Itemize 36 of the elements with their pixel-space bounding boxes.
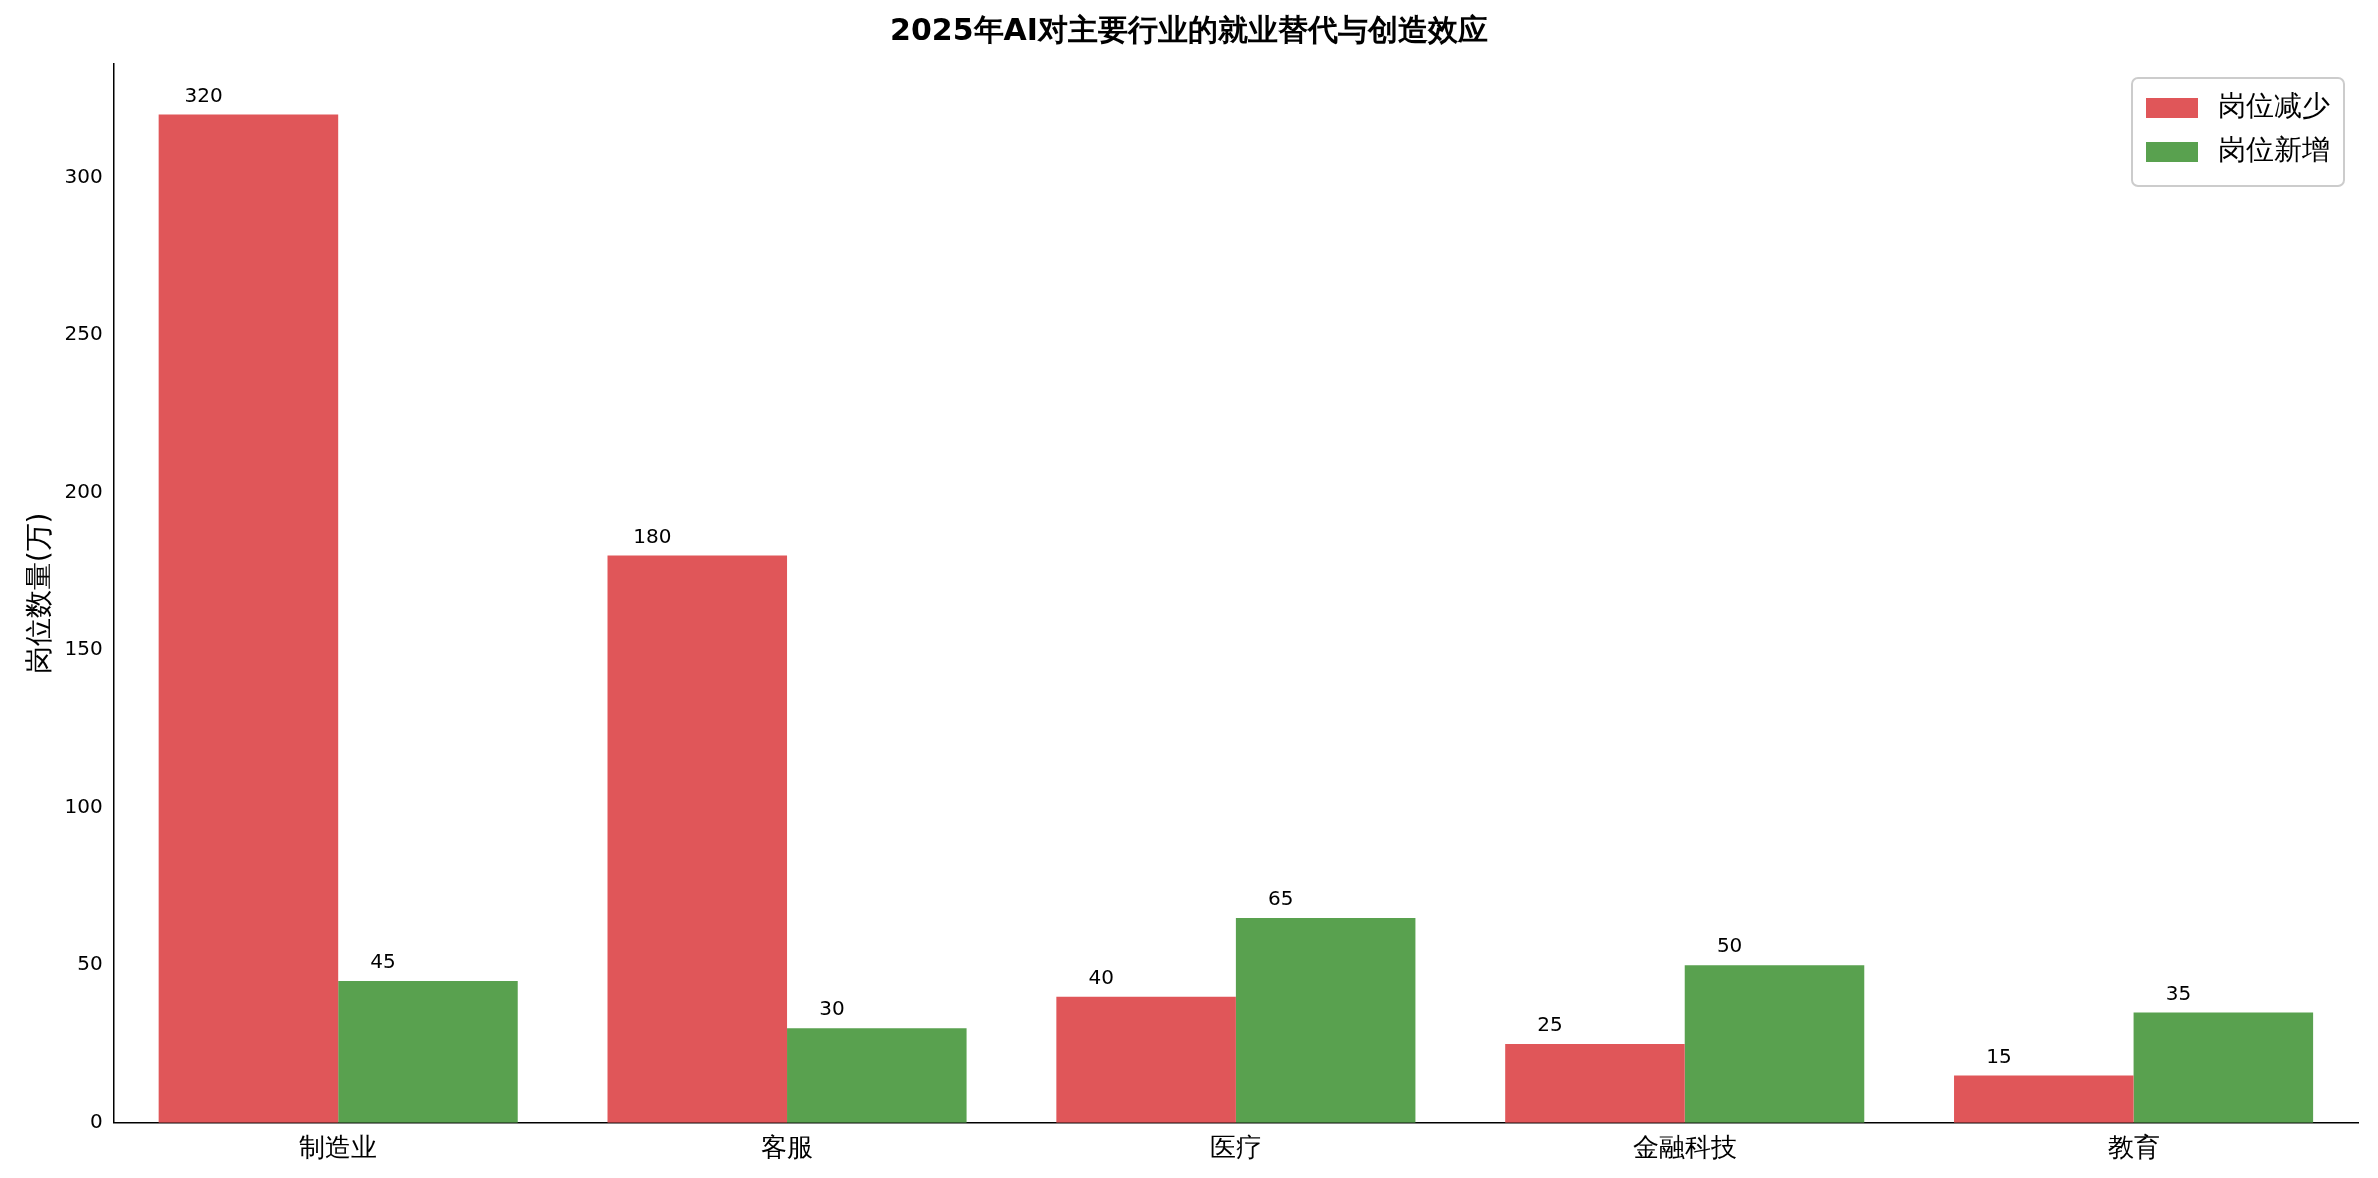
x-tick-label: 医疗 xyxy=(1209,1132,1262,1163)
y-tick-label: 0 xyxy=(90,1109,103,1133)
x-tick-label: 教育 xyxy=(2107,1132,2160,1163)
bar xyxy=(2133,1012,2314,1123)
bar xyxy=(158,114,339,1123)
data-label: 40 xyxy=(1088,964,1114,989)
y-tick-label: 150 xyxy=(64,636,103,661)
y-tick-label: 200 xyxy=(64,478,103,503)
y-tick-label: 100 xyxy=(64,793,103,818)
data-label: 35 xyxy=(2165,980,2192,1005)
data-label: 320 xyxy=(184,82,223,107)
y-tick-label: 250 xyxy=(64,321,103,346)
y-tick-label: 50 xyxy=(77,951,103,976)
bar xyxy=(1235,917,1416,1123)
x-tick-label: 客服 xyxy=(761,1132,814,1163)
data-label: 50 xyxy=(1716,933,1743,958)
y-tick-label: 300 xyxy=(64,163,103,188)
bar xyxy=(1505,1044,1685,1123)
x-tick-label: 金融科技 xyxy=(1632,1132,1737,1163)
legend-label: 岗位新增 xyxy=(2218,133,2330,167)
bar xyxy=(607,555,788,1123)
bar xyxy=(338,981,518,1123)
bar xyxy=(1954,1075,2134,1123)
bar xyxy=(1684,965,1865,1123)
data-label: 65 xyxy=(1268,886,1294,911)
data-label: 30 xyxy=(819,996,845,1021)
data-label: 15 xyxy=(1986,1043,2012,1068)
chart-title: 2025年AI对主要行业的就业替代与创造效应 xyxy=(890,11,1488,47)
legend-label: 岗位减少 xyxy=(2218,89,2330,123)
x-tick-label: 制造业 xyxy=(299,1132,378,1163)
data-label: 45 xyxy=(370,949,396,974)
bar xyxy=(1056,996,1236,1123)
y-axis-title: 岗位数量(万) xyxy=(22,512,56,675)
data-label: 25 xyxy=(1537,1012,1563,1037)
bar xyxy=(787,1028,967,1123)
data-label: 180 xyxy=(633,523,672,548)
